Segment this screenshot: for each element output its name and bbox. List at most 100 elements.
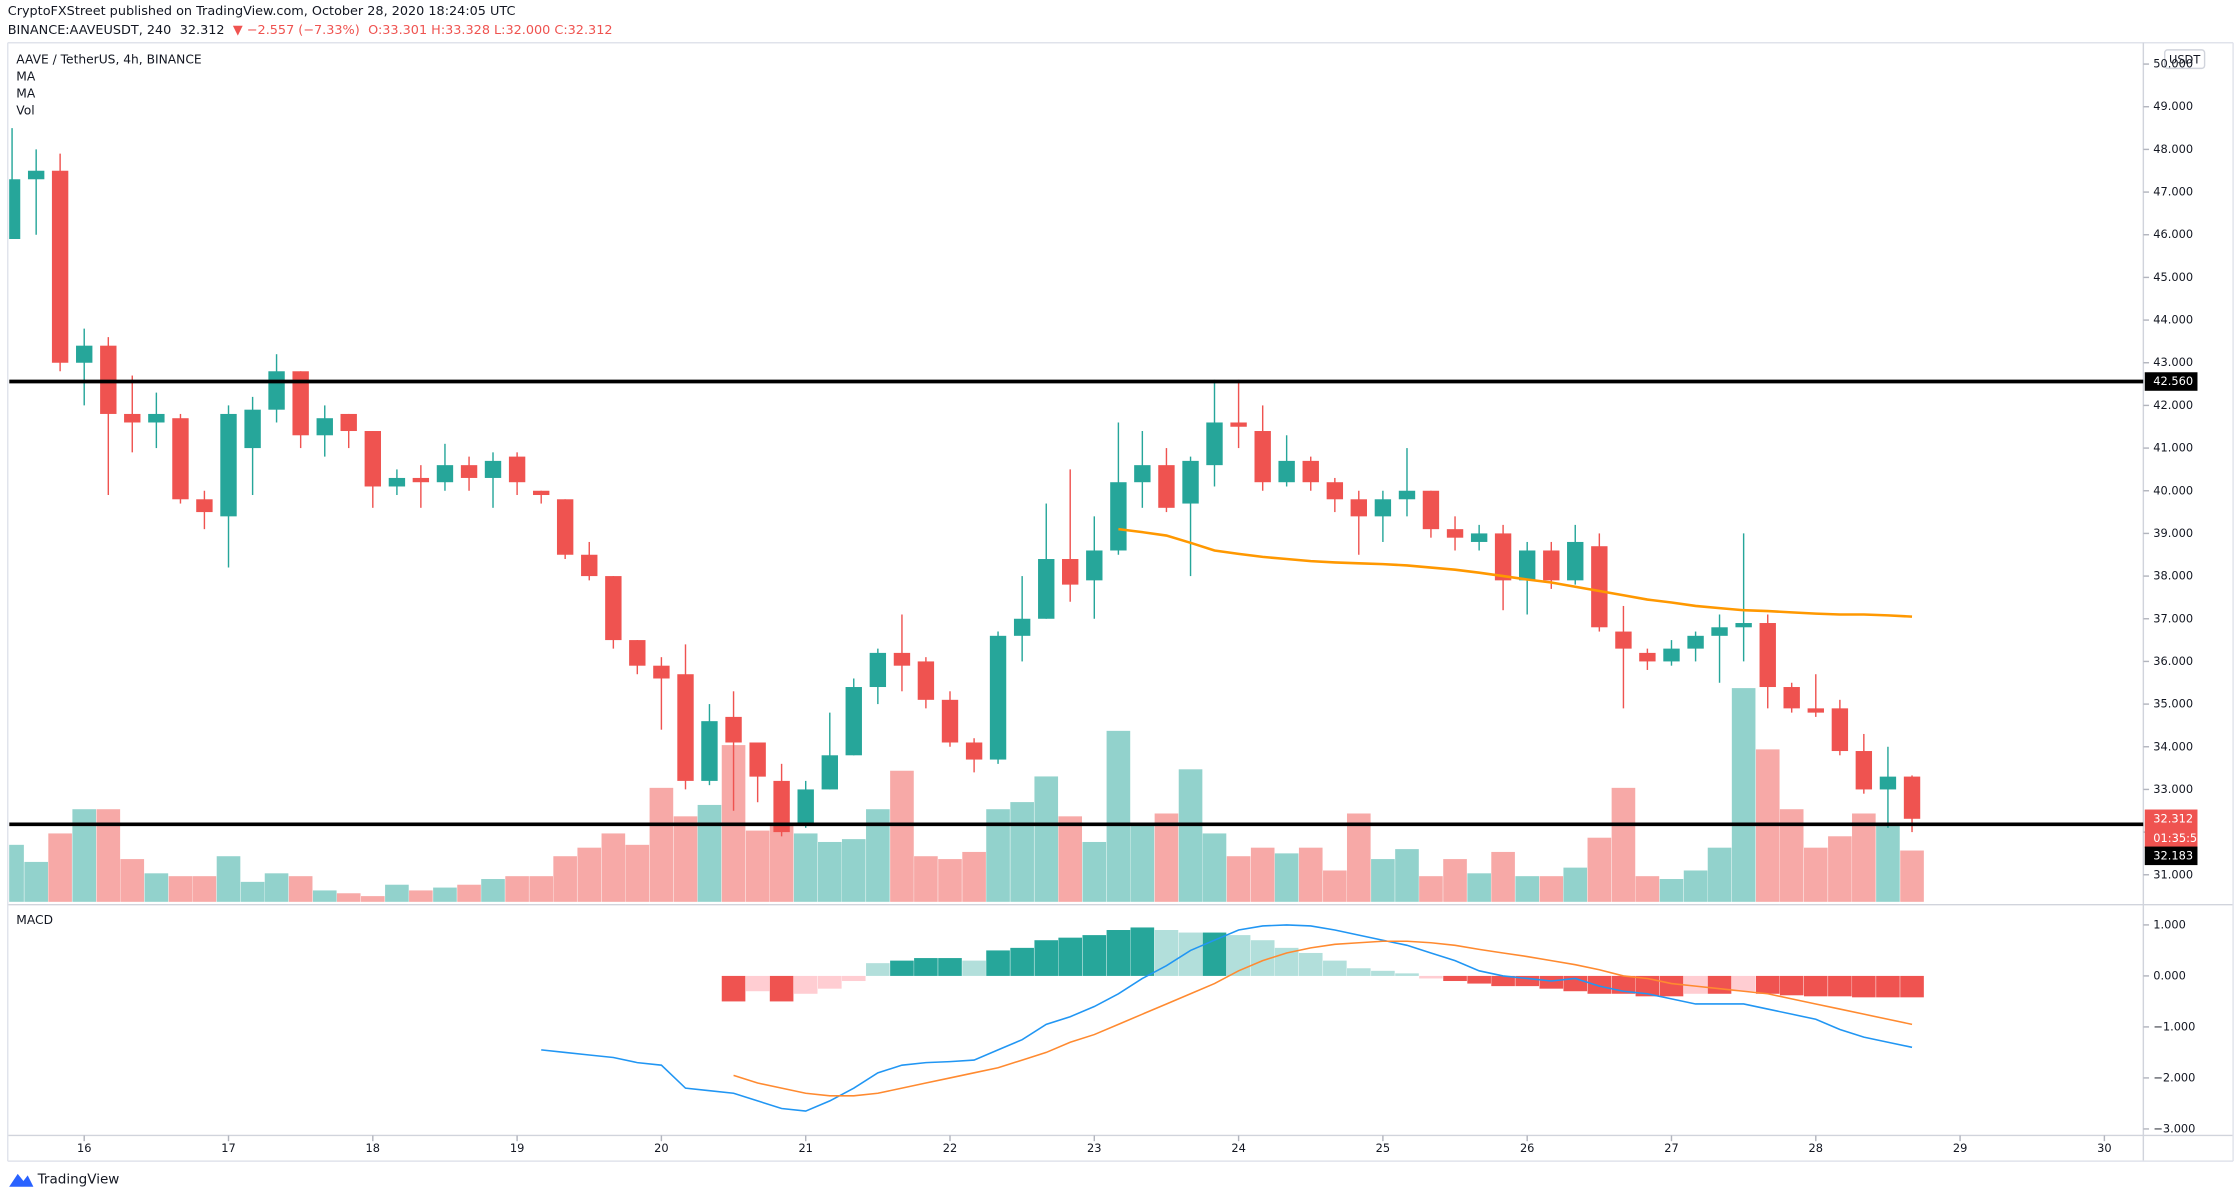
volume-bar (1828, 836, 1852, 902)
volume-bar (1491, 851, 1515, 902)
macd-histogram-bar (1900, 975, 1924, 998)
symbol-line: BINANCE:AAVEUSDT, 240 32.312 ▼ −2.557 (−… (8, 22, 613, 37)
x-tick-label: 21 (798, 1141, 812, 1155)
y-tick-label: 42.000 (2153, 398, 2193, 412)
y-tick-label: 46.000 (2153, 227, 2193, 241)
candle-body (436, 465, 454, 483)
volume-bar (914, 856, 938, 902)
volume-bar (1876, 823, 1900, 902)
volume-bar (649, 787, 674, 902)
x-tick-label: 16 (77, 1141, 91, 1155)
candle-body (556, 499, 574, 555)
volume-bar (1852, 813, 1876, 902)
volume-bar (216, 856, 241, 902)
volume-bar (1154, 813, 1179, 902)
volume-bar (866, 809, 890, 902)
macd-histogram-bar (1876, 975, 1900, 998)
y-tick-label: 45.000 (2153, 270, 2193, 284)
volume-bar (1563, 867, 1588, 902)
volume-bar (168, 876, 193, 902)
level-label: 42.560 (2153, 374, 2193, 388)
macd-histogram-bar (1250, 940, 1275, 976)
volume-bar (962, 851, 986, 902)
candle-body (725, 716, 742, 743)
candle-body (124, 413, 141, 423)
unit: USDT (2169, 52, 2200, 66)
indicator-label: MA (16, 87, 36, 101)
macd-line (541, 924, 1913, 1112)
candle-body (1470, 533, 1488, 542)
candle-body (1711, 627, 1728, 636)
volume-bar (1082, 841, 1107, 902)
macd-histogram-bar (1371, 970, 1395, 976)
volume-bar (938, 859, 962, 902)
candle-body (388, 477, 406, 487)
candle-body (797, 789, 814, 824)
brand-logo[interactable] (9, 1173, 34, 1187)
volume-bar (505, 876, 529, 902)
candle-body (533, 490, 550, 496)
volume-bar (288, 876, 313, 902)
volume-bar (192, 876, 217, 902)
y-tick-label: 35.000 (2153, 697, 2193, 711)
volume-bar (1010, 802, 1034, 902)
candle-body (1855, 751, 1873, 790)
candle-body (172, 418, 189, 500)
candle-body (1326, 482, 1344, 500)
volume-bar (1130, 823, 1155, 902)
volume-bar (841, 839, 866, 902)
macd-histogram-bar (890, 960, 914, 976)
volume-bar (673, 816, 698, 902)
volume-bar (361, 896, 385, 902)
volume-bar (96, 809, 121, 902)
volume-bar (1635, 876, 1660, 902)
macd-histogram-bar (1683, 975, 1708, 994)
volume-bar (745, 830, 770, 902)
y-tick-label: 33.000 (2153, 782, 2193, 796)
volume-bar (336, 893, 361, 902)
volume-bar (1202, 833, 1227, 902)
candle-body (869, 652, 887, 688)
y-tick-label: 36.000 (2153, 654, 2193, 668)
candle-body (460, 465, 478, 478)
volume-bar (697, 804, 722, 902)
volume-bar (1900, 850, 1924, 902)
x-tick-label: 19 (510, 1141, 524, 1155)
y-tick-label: 44.000 (2153, 313, 2193, 327)
candle-body (1158, 465, 1175, 508)
macd-histogram-bar (866, 963, 890, 976)
volume-bar (312, 890, 337, 902)
volume-bar (1106, 730, 1131, 902)
y-tick-label: −3.000 (2153, 1121, 2195, 1135)
volume-bar (1659, 879, 1684, 902)
volume-bar (72, 809, 97, 902)
volume-bar (553, 856, 577, 902)
macd-histogram-bar (1323, 960, 1347, 976)
volume-bar (625, 844, 650, 902)
unit-badge[interactable] (2163, 49, 2206, 70)
candle-body (1374, 499, 1392, 517)
y-tick-label: 1.000 (2153, 917, 2186, 931)
candle-body (1807, 708, 1824, 713)
macd-histogram-bar (986, 950, 1010, 976)
candle-body (1446, 529, 1464, 538)
volume-bar (1611, 787, 1636, 902)
volume-bar (769, 823, 794, 902)
macd-histogram-bar (1491, 975, 1515, 987)
volume-bar (1178, 769, 1203, 902)
candle-body (27, 170, 45, 180)
volume-bar (1395, 849, 1419, 902)
candle-body (1663, 648, 1680, 662)
x-tick-label: 26 (1520, 1141, 1534, 1155)
macd-histogram-bar (1154, 930, 1179, 976)
candle-body (76, 345, 93, 363)
macd-title: MACD (16, 913, 53, 927)
macd-histogram-bar (1082, 935, 1107, 976)
candle-body (244, 409, 261, 449)
macd-histogram-bar (1226, 935, 1251, 976)
candle-body (1494, 533, 1512, 581)
last-price-box (2144, 809, 2198, 848)
